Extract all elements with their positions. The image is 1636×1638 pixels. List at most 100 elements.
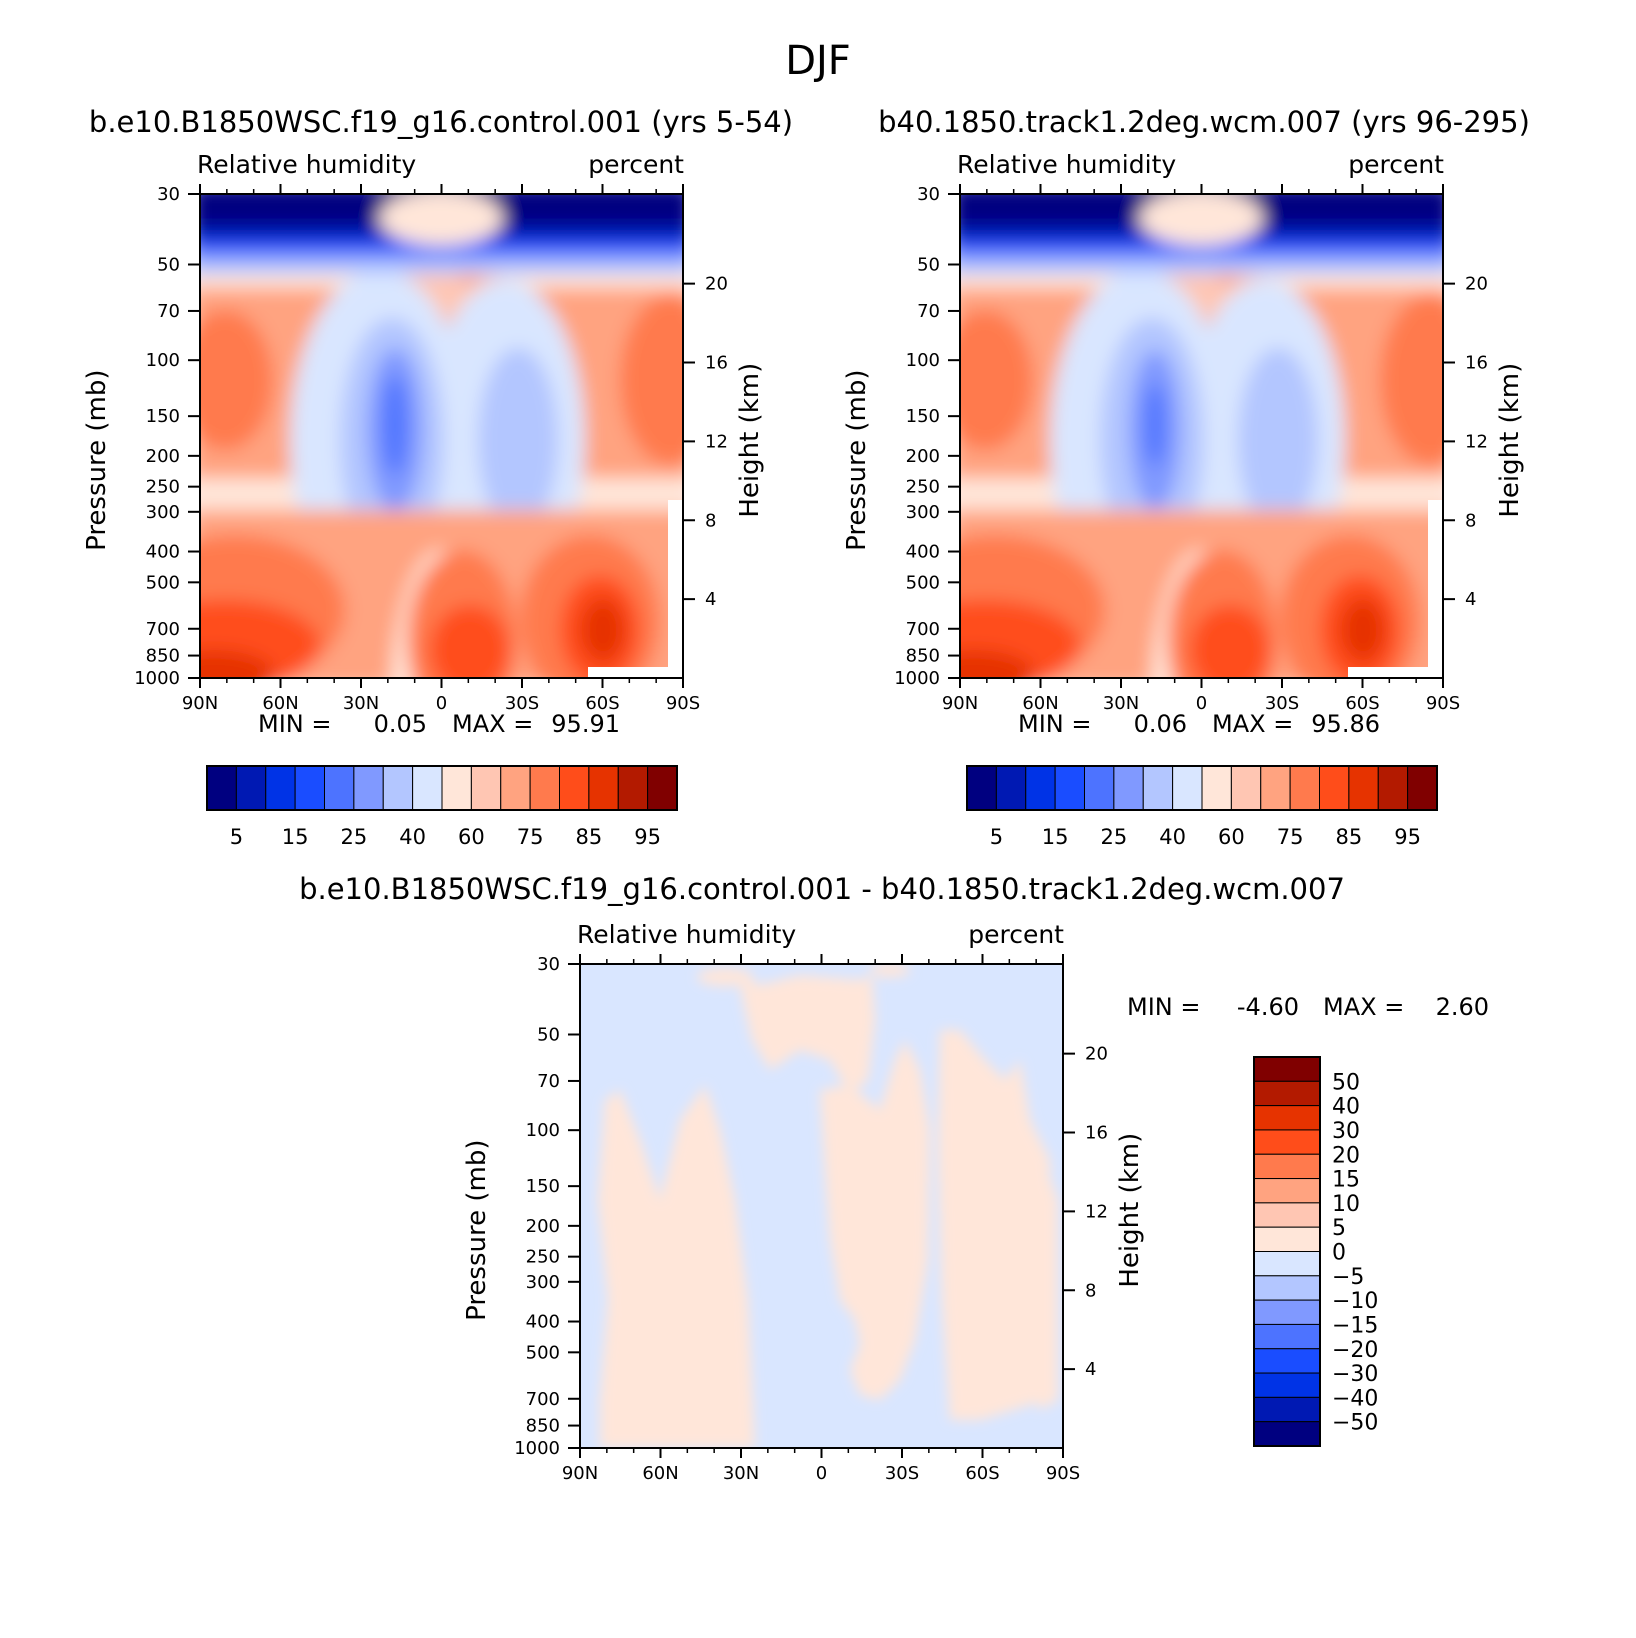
orography-mask-2 bbox=[1428, 500, 1443, 678]
orography-mask-1 bbox=[588, 667, 668, 678]
p-tick-label: 1000 bbox=[134, 668, 180, 689]
colorbar-swatch bbox=[1253, 1421, 1321, 1447]
x-tick-label: 90N bbox=[562, 1463, 598, 1484]
itcz-2 bbox=[1190, 605, 1270, 678]
colorbar-label: 40 bbox=[1159, 825, 1186, 849]
colorbar-swatch bbox=[1253, 1251, 1321, 1277]
p-tick-label: 200 bbox=[146, 446, 180, 467]
p-tick-label: 700 bbox=[146, 619, 180, 640]
colorbar-label: 95 bbox=[634, 825, 661, 849]
max-value: 95.91 bbox=[551, 710, 620, 738]
panel-left-colorbar: 5 15 25 40 60 75 85 95 bbox=[206, 765, 678, 849]
colorbar-swatch bbox=[1084, 765, 1115, 811]
z-tick-label: 12 bbox=[1465, 431, 1488, 452]
min-value: 0.05 bbox=[374, 710, 427, 738]
p-tick-label: 100 bbox=[906, 350, 940, 371]
colorbar-swatch bbox=[647, 765, 678, 811]
colorbar-swatch bbox=[1253, 1080, 1321, 1107]
colorbar-swatch bbox=[1253, 1056, 1321, 1082]
colorbar-swatch bbox=[1253, 1275, 1321, 1301]
p-tick-label: 500 bbox=[906, 572, 940, 593]
colorbar-swatch bbox=[353, 765, 384, 811]
sh-moist-mid bbox=[1380, 295, 1443, 465]
nh-bl-3 bbox=[960, 650, 1035, 678]
z-tick-label: 12 bbox=[1085, 1201, 1108, 1222]
z-tick-label: 4 bbox=[1465, 589, 1476, 610]
diff-max-value: 2.60 bbox=[1436, 993, 1489, 1021]
x-tick-label: 90N bbox=[182, 693, 218, 714]
y-axis-label-right: Height (km) bbox=[1495, 363, 1525, 518]
z-tick-label: 20 bbox=[1085, 1044, 1108, 1065]
colorbar-swatch bbox=[1253, 1178, 1321, 1204]
colorbar-label: −20 bbox=[1332, 1338, 1378, 1363]
p-tick-label: 150 bbox=[526, 1176, 560, 1197]
panel-left-field bbox=[200, 194, 683, 678]
diff-min-label: MIN = bbox=[1127, 993, 1200, 1021]
colorbar-label: −10 bbox=[1332, 1289, 1378, 1314]
colorbar-frame bbox=[966, 765, 1438, 811]
panel-right: b40.1850.track1.2deg.wcm.007 (yrs 96-295… bbox=[842, 105, 1530, 849]
p-tick-label: 500 bbox=[526, 1342, 560, 1363]
p-tick-label: 1000 bbox=[894, 668, 940, 689]
colorbar-swatch bbox=[1253, 1323, 1321, 1350]
y-axis-label-right: Height (km) bbox=[735, 363, 765, 518]
panel-diff-variable: Relative humidity bbox=[577, 920, 796, 949]
panel-right-units: percent bbox=[1348, 150, 1444, 179]
z-tick-label: 8 bbox=[705, 510, 716, 531]
p-tick-label: 30 bbox=[157, 184, 180, 205]
colorbar-label: 5 bbox=[990, 825, 1003, 849]
x-tick-label: 30N bbox=[1103, 693, 1139, 714]
diff-min-value: -4.60 bbox=[1237, 993, 1299, 1021]
colorbar-swatch bbox=[1201, 765, 1232, 811]
colorbar-swatch bbox=[1407, 765, 1438, 811]
strat-5 bbox=[960, 262, 1443, 274]
colorbar-swatch bbox=[500, 765, 531, 811]
figure-title: DJF bbox=[785, 38, 851, 84]
p-tick-label: 850 bbox=[906, 646, 940, 667]
p-tick-label: 400 bbox=[526, 1312, 560, 1333]
colorbar-label: 75 bbox=[1277, 825, 1304, 849]
nh-bl-3 bbox=[200, 650, 275, 678]
panel-left-units: percent bbox=[588, 150, 684, 179]
sh-dry-2 bbox=[478, 348, 558, 532]
colorbar-swatch bbox=[1253, 1153, 1321, 1180]
pos-blob-top2 bbox=[870, 964, 910, 977]
x-tick-label: 90S bbox=[666, 693, 700, 714]
p-tick-label: 100 bbox=[146, 350, 180, 371]
nh-dry-core bbox=[1145, 383, 1165, 467]
x-tick-label: 90S bbox=[1426, 693, 1460, 714]
colorbar-label: 85 bbox=[1336, 825, 1363, 849]
nh-dry-core bbox=[383, 375, 407, 475]
min-label: MIN = bbox=[1018, 710, 1091, 738]
y-axis-label-right: Height (km) bbox=[1115, 1133, 1145, 1288]
p-tick-label: 150 bbox=[906, 406, 940, 427]
colorbar-swatch bbox=[1260, 765, 1291, 811]
colorbar-label: 15 bbox=[1042, 825, 1069, 849]
max-label: MAX = bbox=[1212, 710, 1293, 738]
colorbar-label: −5 bbox=[1332, 1265, 1364, 1290]
colorbar-swatch bbox=[1319, 765, 1350, 811]
p-tick-label: 850 bbox=[146, 646, 180, 667]
panel-diff-units: percent bbox=[968, 920, 1064, 949]
panel-right-colorbar: 5 15 25 40 60 75 85 95 bbox=[966, 765, 1438, 849]
x-tick-label: 60S bbox=[965, 1463, 999, 1484]
p-tick-label: 70 bbox=[157, 301, 180, 322]
colorbar-swatch bbox=[1113, 765, 1144, 811]
z-tick-label: 4 bbox=[705, 589, 716, 610]
p-tick-label: 50 bbox=[157, 255, 180, 276]
colorbar-swatch bbox=[1289, 765, 1320, 811]
x-tick-label: 60N bbox=[262, 693, 298, 714]
nh-moist-mid bbox=[960, 310, 1033, 450]
orography-mask-2 bbox=[668, 500, 683, 678]
sh-dry-2 bbox=[1238, 348, 1318, 532]
colorbar-swatch bbox=[1054, 765, 1085, 811]
panel-right-title: b40.1850.track1.2deg.wcm.007 (yrs 96-295… bbox=[878, 105, 1530, 139]
colorbar-swatch bbox=[324, 765, 355, 811]
colorbar-label: −40 bbox=[1332, 1386, 1378, 1411]
colorbar-label: 5 bbox=[1332, 1216, 1346, 1241]
x-tick-label: 30S bbox=[505, 693, 539, 714]
colorbar-swatch bbox=[382, 765, 414, 811]
panel-right-variable: Relative humidity bbox=[957, 150, 1176, 179]
panel-right-field bbox=[960, 194, 1443, 678]
pos-region-sh bbox=[938, 1030, 1050, 1420]
